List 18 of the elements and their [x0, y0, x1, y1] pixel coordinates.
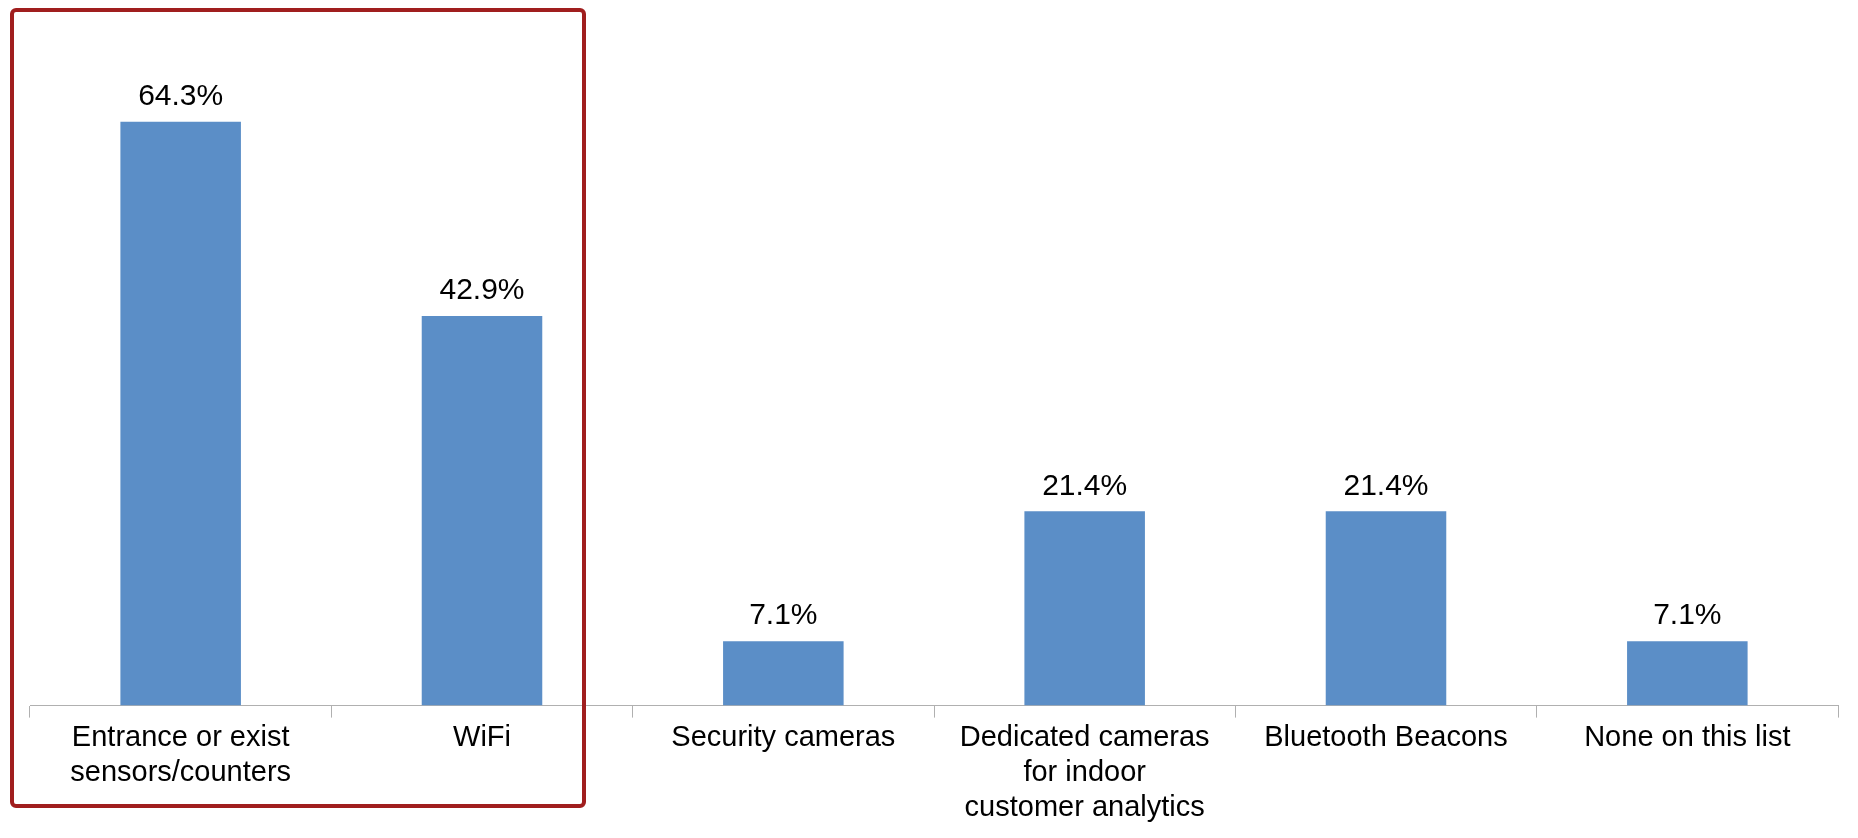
x-tick-label: Security cameras: [671, 720, 896, 752]
data-label: 7.1%: [1653, 597, 1722, 631]
bar: [421, 316, 543, 706]
bar: [723, 641, 844, 706]
x-tick-label: None on this list: [1584, 720, 1791, 752]
data-label: 21.4%: [1042, 467, 1128, 501]
x-tick-label: Dedicated cameras for indoor customer analytics: [959, 720, 1210, 822]
bar: [1325, 511, 1447, 706]
x-tick-label: WiFi: [453, 720, 511, 752]
data-label: 42.9%: [439, 272, 525, 306]
x-tick-label: Bluetooth Beacons: [1264, 720, 1508, 752]
bar: [1024, 511, 1145, 706]
data-label: 21.4%: [1343, 467, 1429, 501]
data-label: 64.3%: [138, 78, 224, 112]
data-label: 7.1%: [749, 597, 818, 631]
x-tick-label: Entrance or exist sensors/counters: [70, 720, 292, 787]
bar: [1627, 641, 1748, 706]
bar: [120, 121, 241, 706]
